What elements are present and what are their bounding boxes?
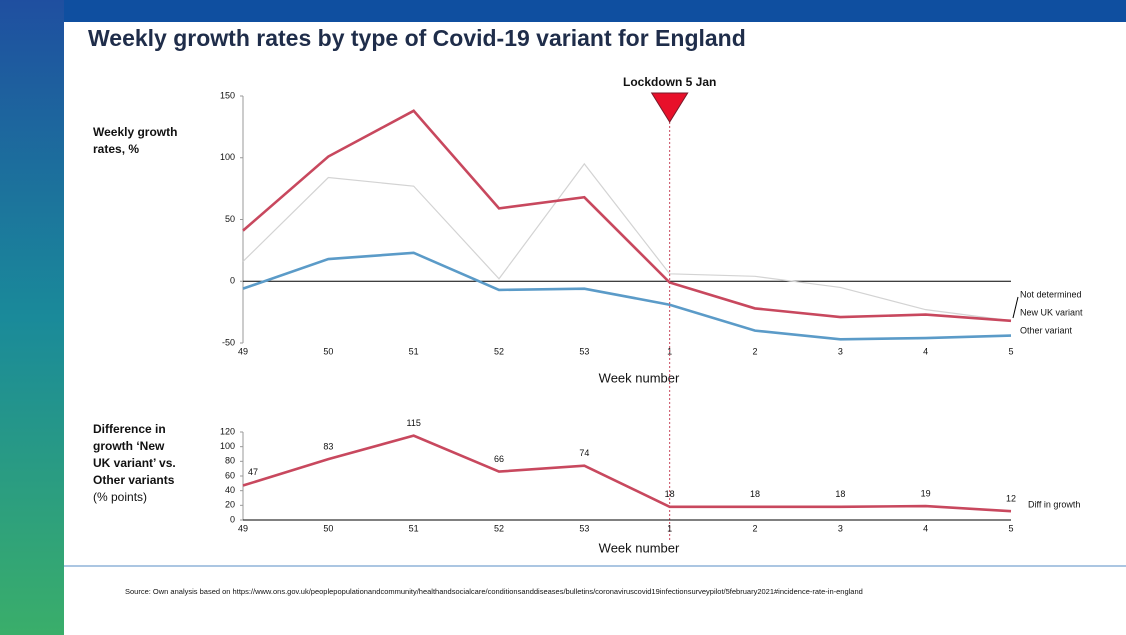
annotation: Lockdown 5 Jan — [623, 75, 716, 89]
side-bar — [0, 0, 64, 635]
x-axis-label: Week number — [599, 370, 680, 385]
series-line — [242, 434, 1012, 513]
y-tick-label: 100 — [220, 152, 235, 162]
x-tick-label: 3 — [838, 523, 843, 533]
x-tick-label: 52 — [494, 346, 504, 356]
data-label: 74 — [579, 448, 589, 458]
y-axis-label: Other variants — [93, 473, 175, 487]
y-axis-label: growth ‘New — [93, 439, 165, 453]
y-tick-label: 80 — [225, 456, 235, 466]
y-tick-label: 0 — [230, 276, 235, 286]
data-label: 83 — [323, 442, 333, 452]
x-tick-label: 4 — [923, 523, 928, 533]
data-label: 115 — [406, 418, 420, 428]
slide-title: Weekly growth rates by type of Covid-19 … — [88, 25, 746, 51]
x-tick-label: 53 — [579, 523, 589, 533]
x-tick-label: 49 — [238, 523, 248, 533]
x-tick-label: 50 — [323, 346, 333, 356]
top-bar — [0, 0, 1126, 22]
lockdown-marker — [650, 92, 689, 123]
x-tick-label: 2 — [752, 346, 757, 356]
y-tick-label: 100 — [220, 441, 235, 451]
series-line — [242, 162, 1012, 322]
x-tick-label: 53 — [579, 346, 589, 356]
y-axis-label: Difference in — [93, 422, 166, 436]
x-tick-label: 1 — [667, 523, 672, 533]
x-tick-label: 51 — [409, 523, 419, 533]
x-tick-label: 49 — [238, 346, 248, 356]
y-tick-label: 0 — [230, 514, 235, 524]
x-tick-label: 2 — [752, 523, 757, 533]
data-label: 19 — [921, 488, 931, 498]
x-axis-label: Week number — [599, 540, 680, 555]
data-label: 66 — [494, 454, 504, 464]
x-tick-label: 50 — [323, 523, 333, 533]
y-axis-label: rates, % — [93, 142, 139, 156]
series-line — [242, 109, 1012, 323]
legend-bracket — [1012, 296, 1019, 319]
y-axis-label: UK variant’ vs. — [93, 456, 176, 470]
data-label: 18 — [665, 489, 675, 499]
y-tick-label: 60 — [225, 470, 235, 480]
y-tick-label: 150 — [220, 90, 235, 100]
legend-label: Other variant — [1020, 325, 1073, 335]
x-tick-label: 51 — [409, 346, 419, 356]
x-tick-label: 52 — [494, 523, 504, 533]
data-label: 12 — [1006, 494, 1016, 504]
legend-label: Not determined — [1020, 289, 1082, 299]
data-label: 18 — [835, 489, 845, 499]
x-tick-label: 5 — [1008, 346, 1013, 356]
legend-label: Diff in growth — [1028, 499, 1080, 509]
y-tick-label: -50 — [222, 337, 235, 347]
legend-label: New UK variant — [1020, 307, 1083, 317]
x-tick-label: 5 — [1008, 523, 1013, 533]
source: Source: Own analysis based on https://ww… — [125, 587, 863, 596]
x-tick-label: 3 — [838, 346, 843, 356]
x-tick-label: 4 — [923, 346, 928, 356]
y-tick-label: 50 — [225, 214, 235, 224]
y-axis-label: (% points) — [93, 490, 147, 504]
y-tick-label: 120 — [220, 426, 235, 436]
series-line — [242, 251, 1012, 341]
y-axis-label: Weekly growth — [93, 125, 177, 139]
y-tick-label: 40 — [225, 485, 235, 495]
data-label: 18 — [750, 489, 760, 499]
data-label: 47 — [248, 467, 258, 477]
y-tick-label: 20 — [225, 500, 235, 510]
